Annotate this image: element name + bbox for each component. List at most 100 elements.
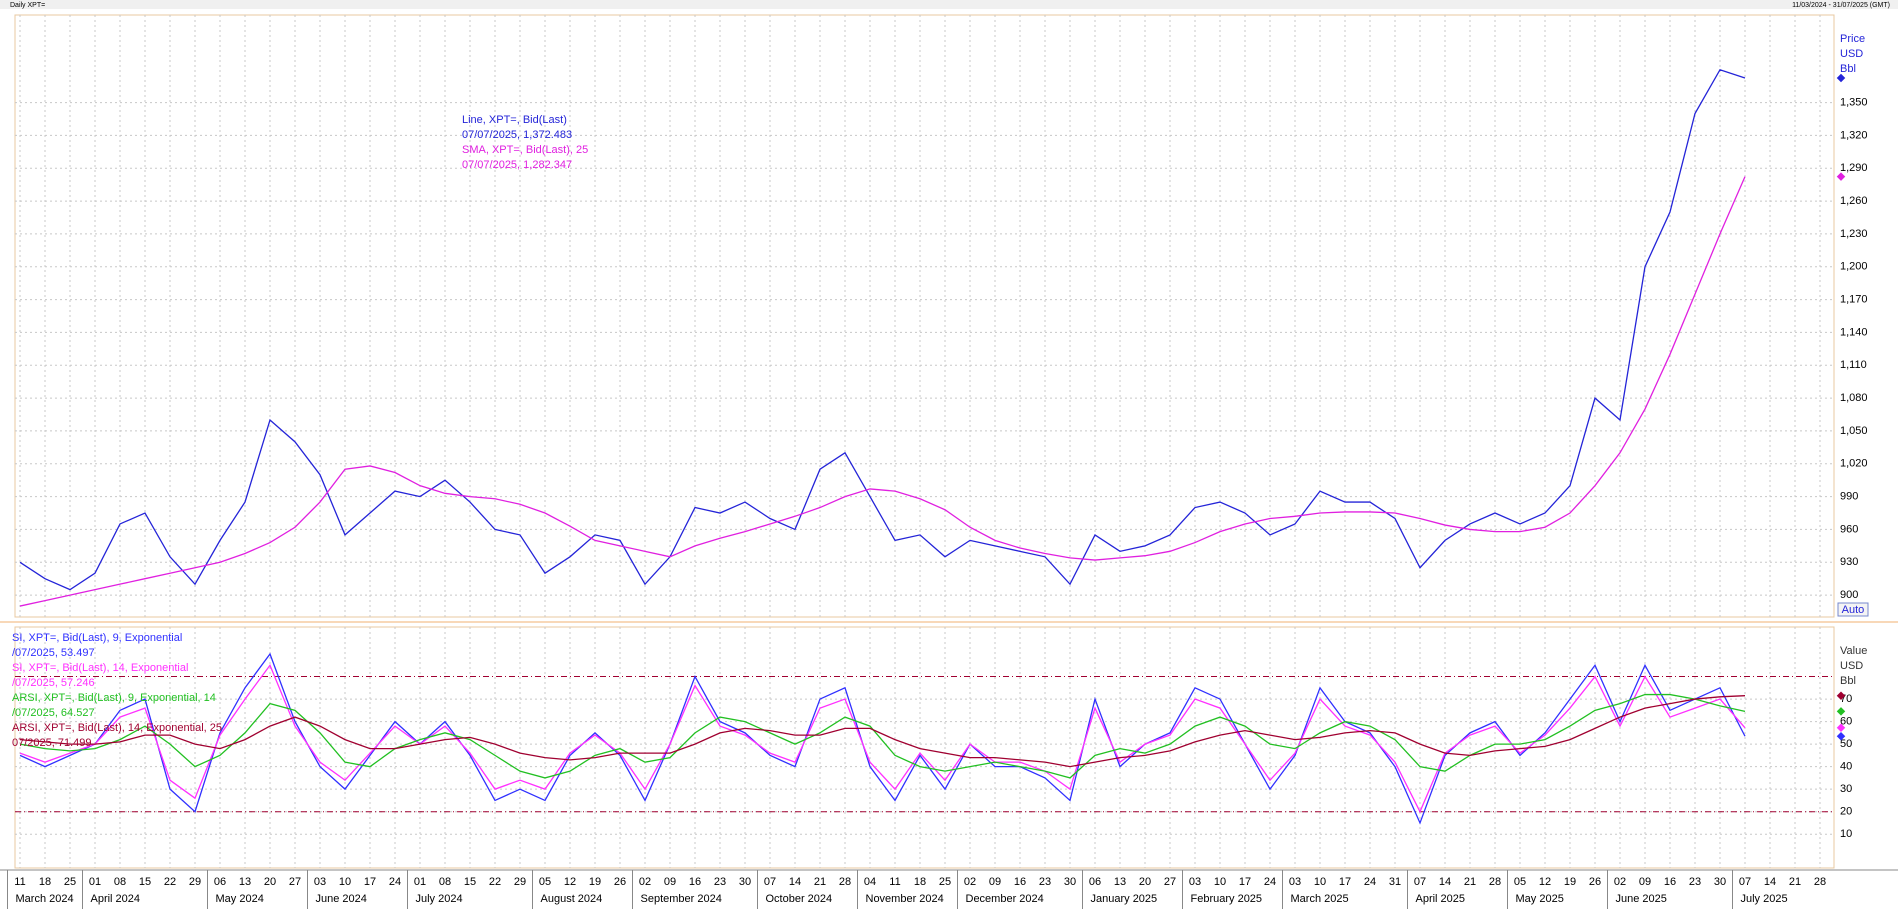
x-tick-label: 06	[1089, 876, 1101, 888]
y-tick-label: 900	[1840, 589, 1858, 601]
x-tick-label: 29	[189, 876, 201, 888]
x-tick-label: 27	[289, 876, 301, 888]
x-tick-label: 28	[1489, 876, 1501, 888]
x-tick-label: 26	[1589, 876, 1601, 888]
y-tick-label: 20	[1840, 806, 1852, 818]
x-tick-label: 15	[139, 876, 151, 888]
title-bar	[0, 0, 1898, 9]
x-tick-label: 01	[89, 876, 101, 888]
x-tick-label: 06	[214, 876, 226, 888]
x-month-label: September 2024	[641, 893, 722, 905]
legend-value: /07/2025, 64.527	[12, 707, 95, 719]
y-tick-label: 1,350	[1840, 96, 1868, 108]
legend-name: SI, XPT=, Bid(Last), 9, Exponential	[12, 632, 182, 644]
y-tick-label: 990	[1840, 491, 1858, 503]
x-tick-label: 28	[1814, 876, 1826, 888]
x-tick-label: 19	[1564, 876, 1576, 888]
legend-name: Line, XPT=, Bid(Last)	[462, 114, 567, 126]
x-tick-label: 30	[739, 876, 751, 888]
x-tick-label: 20	[1139, 876, 1151, 888]
y-tick-label: 1,290	[1840, 162, 1868, 174]
x-tick-label: 31	[1389, 876, 1401, 888]
bottom-panel-frame	[14, 626, 1835, 869]
legend-name: ARSI, XPT=, Bid(Last), 14, Exponential, …	[12, 722, 222, 734]
y-tick-label: 1,170	[1840, 293, 1868, 305]
x-tick-label: 16	[1014, 876, 1026, 888]
legend-value: 07/07/2025, 1,372.483	[462, 129, 572, 141]
x-tick-label: 08	[439, 876, 451, 888]
x-tick-label: 25	[939, 876, 951, 888]
x-tick-label: 25	[64, 876, 76, 888]
x-month-label: April 2024	[91, 893, 141, 905]
auto-button-label: Auto	[1842, 604, 1865, 616]
x-tick-label: 23	[1039, 876, 1051, 888]
x-tick-label: 12	[1539, 876, 1551, 888]
x-tick-label: 12	[564, 876, 576, 888]
y-tick-label: 1,260	[1840, 195, 1868, 207]
series-line	[19, 663, 1746, 814]
y-tick-label: 1,110	[1840, 359, 1867, 371]
x-month-label: August 2024	[541, 893, 603, 905]
axis-unit-label: Bbl	[1840, 675, 1856, 687]
x-tick-label: 07	[1414, 876, 1426, 888]
x-tick-label: 30	[1714, 876, 1726, 888]
x-tick-label: 10	[339, 876, 351, 888]
x-tick-label: 28	[839, 876, 851, 888]
x-month-label: November 2024	[866, 893, 944, 905]
x-tick-label: 03	[314, 876, 326, 888]
series-line	[19, 176, 1746, 607]
x-tick-label: 23	[1689, 876, 1701, 888]
x-tick-label: 22	[164, 876, 176, 888]
axis-unit-label: Value	[1840, 645, 1867, 657]
x-month-label: June 2025	[1616, 893, 1667, 905]
x-tick-label: 18	[914, 876, 926, 888]
y-tick-label: 10	[1840, 828, 1852, 840]
legend-name: ARSI, XPT=, Bid(Last), 9, Exponential, 1…	[12, 692, 216, 704]
x-tick-label: 05	[539, 876, 551, 888]
x-tick-label: 21	[814, 876, 826, 888]
x-month-label: July 2025	[1741, 893, 1788, 905]
y-tick-label: 1,200	[1840, 261, 1868, 273]
x-tick-label: 15	[464, 876, 476, 888]
y-tick-label: 1,020	[1840, 458, 1868, 470]
x-tick-label: 09	[664, 876, 676, 888]
auto-button[interactable]	[1837, 602, 1869, 617]
x-tick-label: 08	[114, 876, 126, 888]
x-tick-label: 17	[1339, 876, 1351, 888]
legend-value: 07/07/2025, 1,282.347	[462, 159, 572, 171]
x-tick-label: 10	[1314, 876, 1326, 888]
axis-unit-label: Bbl	[1840, 63, 1856, 75]
y-tick-label: 50	[1840, 738, 1852, 750]
series-line	[19, 695, 1746, 768]
x-tick-label: 02	[1614, 876, 1626, 888]
x-month-label: May 2024	[216, 893, 264, 905]
x-tick-label: 07	[1739, 876, 1751, 888]
x-tick-label: 30	[1064, 876, 1076, 888]
x-month-label: March 2024	[16, 893, 74, 905]
series-line	[19, 68, 1746, 591]
legend-value: /07/2025, 53.497	[12, 647, 95, 659]
x-month-label: October 2024	[766, 893, 833, 905]
x-month-label: May 2025	[1516, 893, 1564, 905]
x-tick-label: 16	[689, 876, 701, 888]
x-month-label: December 2024	[966, 893, 1044, 905]
x-tick-label: 05	[1514, 876, 1526, 888]
x-tick-label: 14	[1439, 876, 1451, 888]
x-tick-label: 03	[1189, 876, 1201, 888]
x-tick-label: 13	[1114, 876, 1126, 888]
x-tick-label: 21	[1464, 876, 1476, 888]
x-tick-label: 04	[864, 876, 876, 888]
last-value-marker	[1836, 732, 1846, 741]
x-tick-label: 01	[414, 876, 426, 888]
x-month-label: January 2025	[1091, 893, 1158, 905]
x-tick-label: 24	[1264, 876, 1276, 888]
y-tick-label: 40	[1840, 761, 1852, 773]
axis-unit-label: USD	[1840, 660, 1863, 672]
y-tick-label: 30	[1840, 783, 1852, 795]
x-tick-label: 23	[714, 876, 726, 888]
legend-name: SI, XPT=, Bid(Last), 14, Exponential	[12, 662, 188, 674]
legend-name: SMA, XPT=, Bid(Last), 25	[462, 144, 588, 156]
x-tick-label: 20	[264, 876, 276, 888]
x-tick-label: 17	[1239, 876, 1251, 888]
